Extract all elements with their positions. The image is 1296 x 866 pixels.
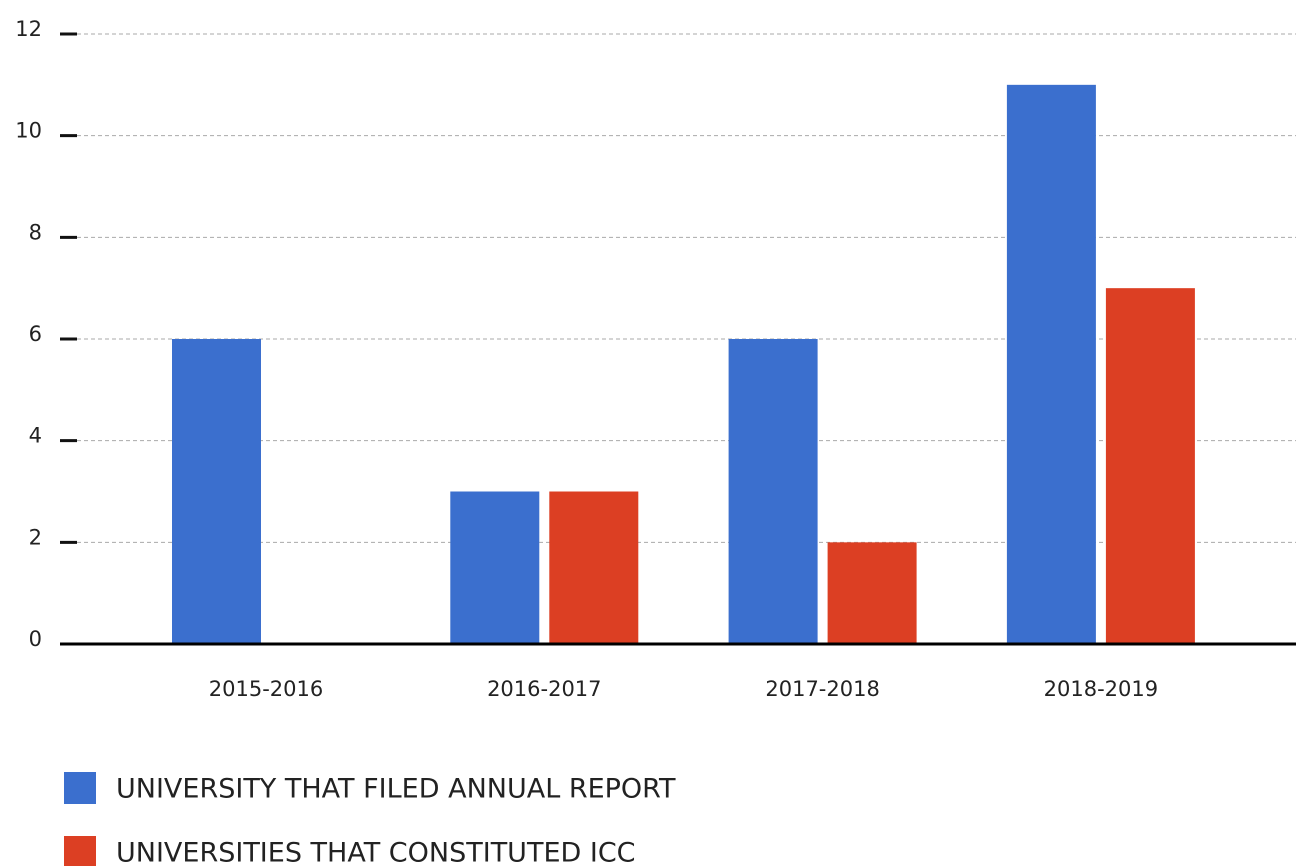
legend-label: UNIVERSITIES THAT CONSTITUTED ICC	[116, 838, 636, 866]
bar	[450, 491, 540, 644]
bar	[172, 339, 261, 644]
x-tick-label: 2018-2019	[1044, 677, 1158, 701]
bar	[1105, 288, 1195, 644]
y-tick-label: 8	[29, 220, 42, 244]
y-tick-label: 12	[15, 17, 42, 41]
legend-swatch	[64, 772, 96, 804]
bar	[827, 542, 917, 644]
y-tick-label: 10	[15, 119, 42, 143]
bar	[549, 491, 639, 644]
y-tick-label: 0	[29, 627, 42, 651]
bar	[728, 339, 818, 644]
y-tick-label: 6	[29, 322, 42, 346]
x-tick-label: 2017-2018	[765, 677, 879, 701]
y-tick-label: 2	[29, 525, 42, 549]
legend-label: UNIVERSITY THAT FILED ANNUAL REPORT	[116, 774, 676, 805]
x-tick-label: 2015-2016	[209, 677, 323, 701]
x-tick-label: 2016-2017	[487, 677, 601, 701]
bar	[1006, 84, 1096, 645]
y-tick-label: 4	[29, 424, 42, 448]
legend-swatch	[64, 836, 96, 866]
